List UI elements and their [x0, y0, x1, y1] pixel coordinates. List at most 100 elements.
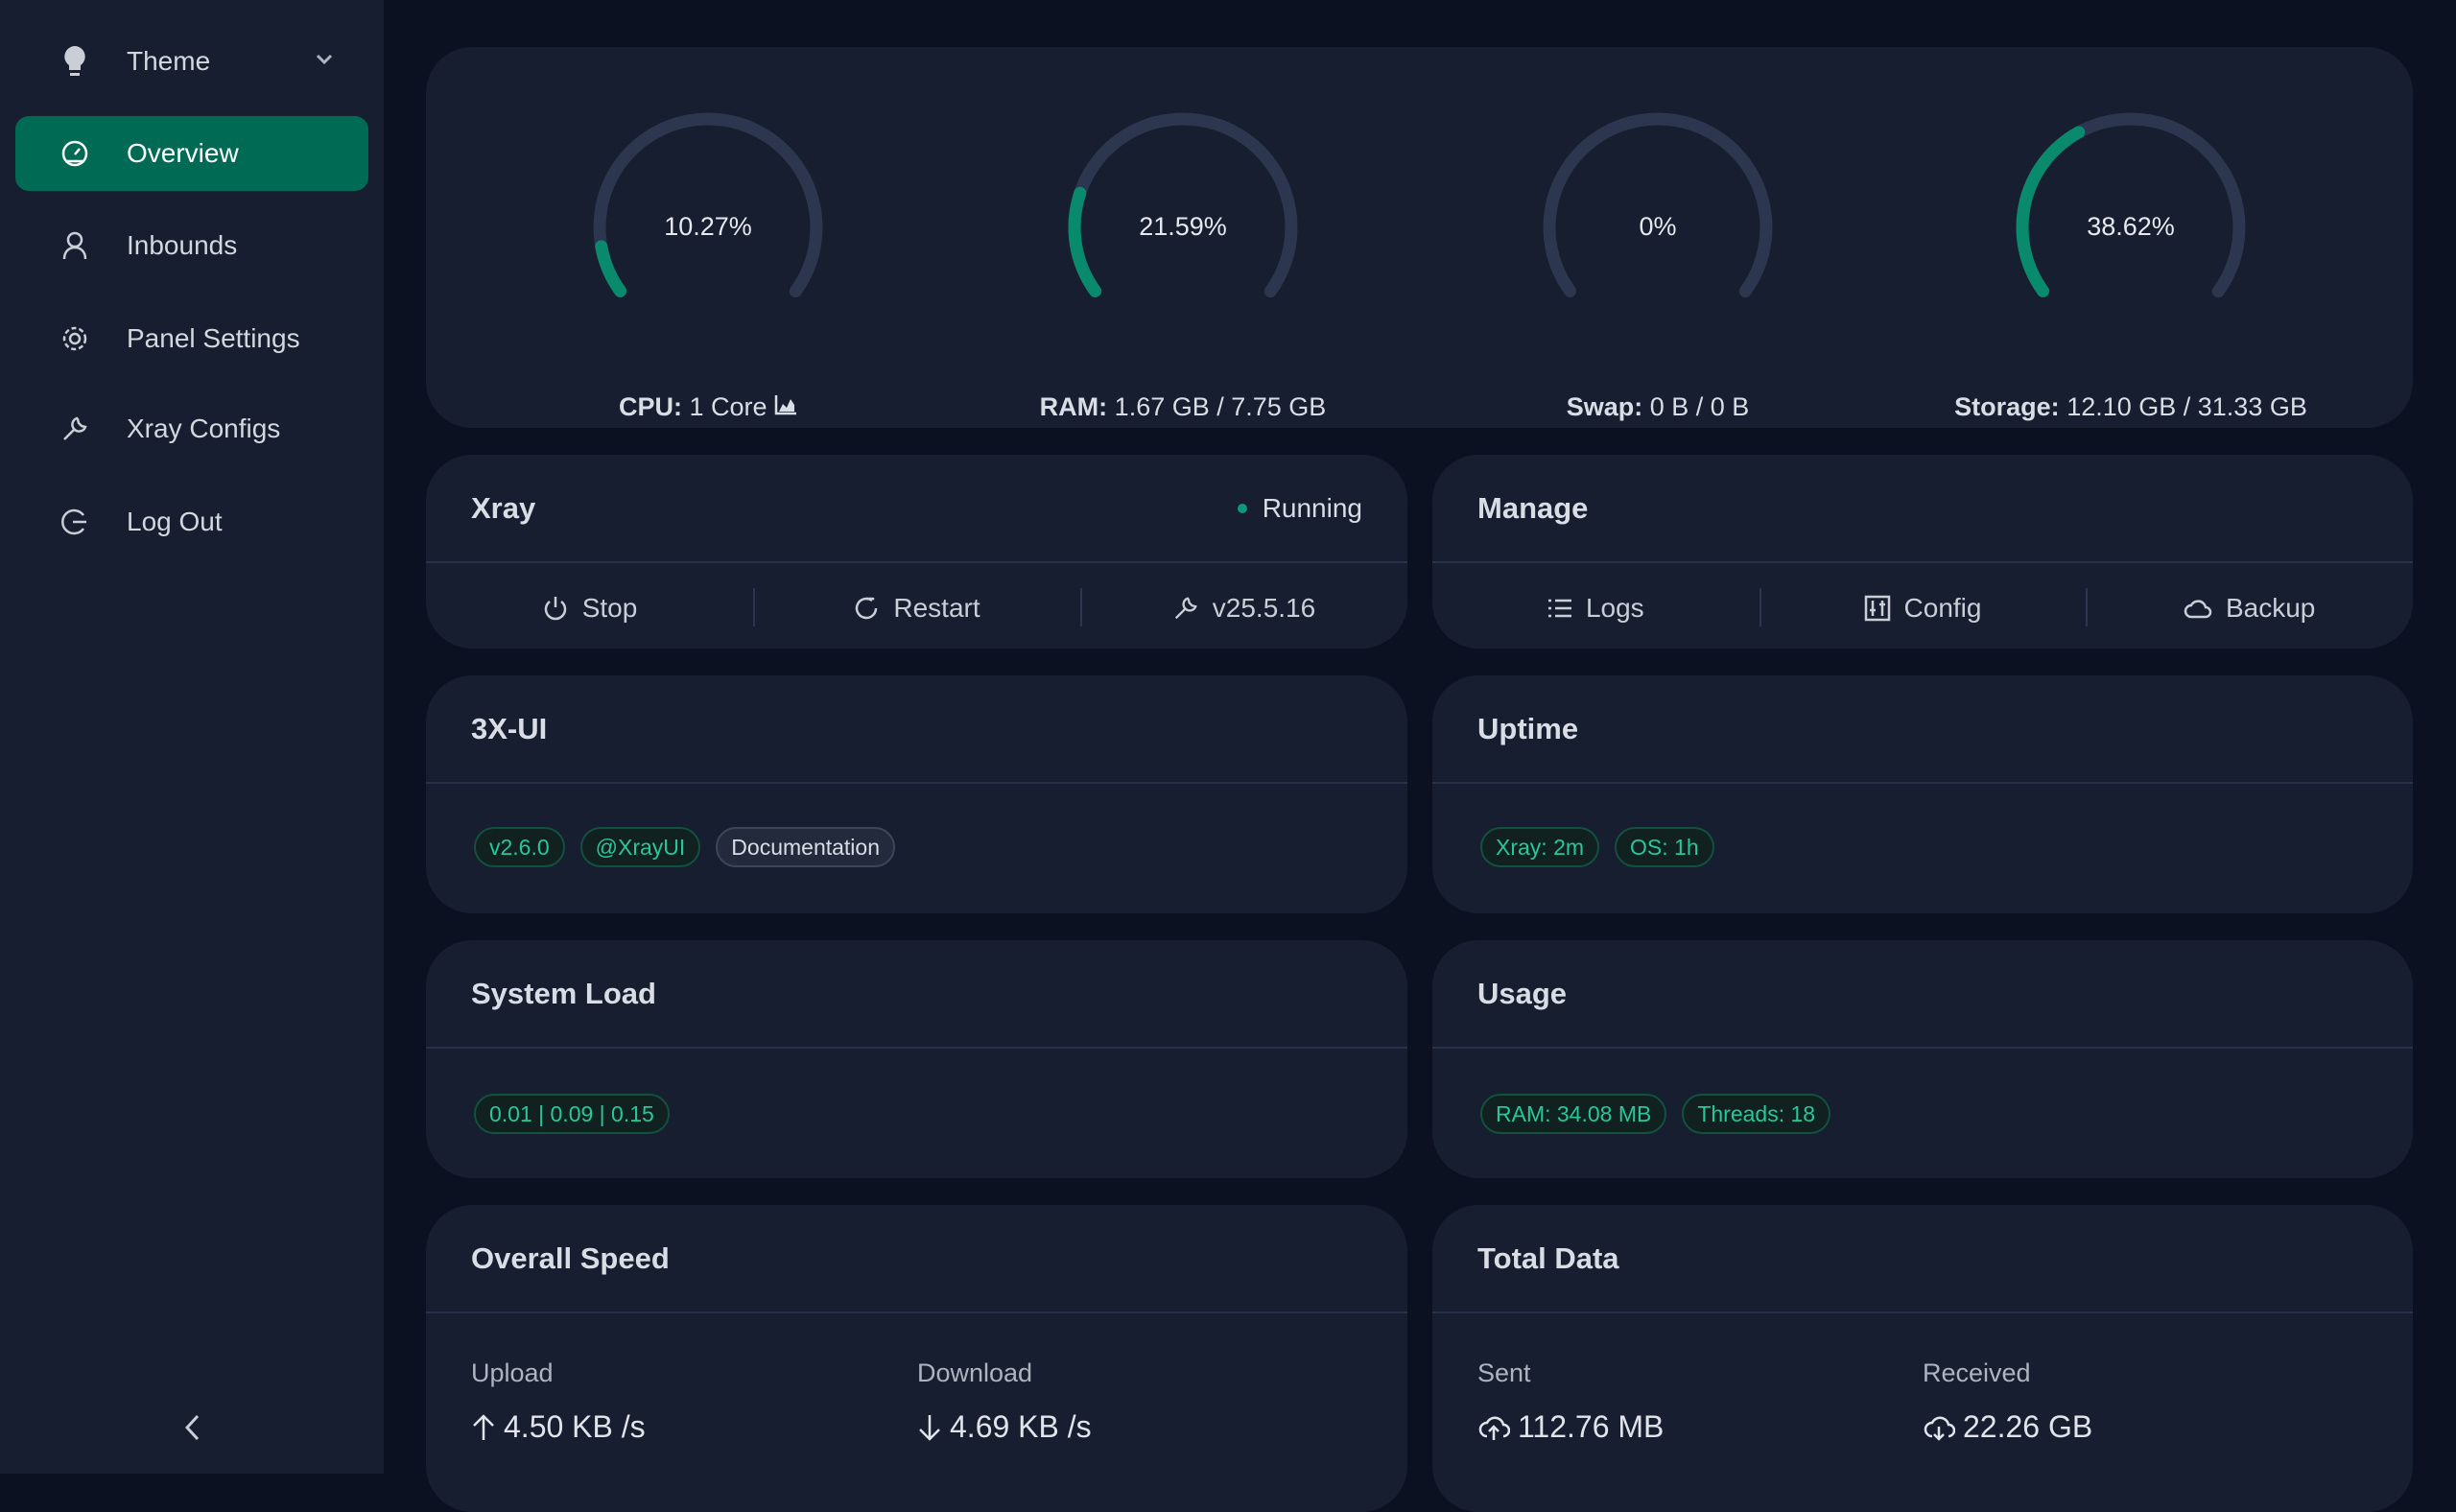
card-title: Overall Speed	[471, 1240, 670, 1275]
theme-menu[interactable]: Theme	[15, 24, 368, 99]
logs-label: Logs	[1585, 592, 1644, 623]
dashboard-icon	[58, 136, 92, 171]
gear-icon	[58, 321, 92, 356]
system-stats-card: 10.27% CPU: 1 Core 21.59% RAM: 1.67 GB / 7…	[426, 47, 2413, 428]
gauge-track	[1543, 112, 1773, 343]
sent-label: Sent	[1477, 1358, 1531, 1387]
card-title: Xray	[471, 490, 536, 525]
label-key: CPU:	[618, 392, 682, 421]
uptime-card: Uptime Xray: 2m OS: 1h	[1432, 675, 2413, 913]
card-title: Manage	[1477, 490, 1589, 525]
gauge-fill	[1068, 112, 1298, 343]
sidebar-item-label: Overview	[127, 138, 239, 168]
os-uptime-badge: OS: 1h	[1615, 827, 1714, 867]
label-value: 1 Core	[689, 392, 768, 421]
restart-label: Restart	[893, 592, 980, 623]
card-title: 3X-UI	[471, 711, 548, 745]
area-chart-icon[interactable]	[774, 394, 797, 415]
chevron-down-icon	[316, 54, 333, 65]
label-value: 0 B / 0 B	[1649, 392, 1750, 421]
backup-label: Backup	[2225, 592, 2316, 623]
sidebar-item-label: Xray Configs	[127, 413, 281, 443]
restart-button[interactable]: Restart	[753, 563, 1080, 649]
received-value: 22.26 GB	[1963, 1409, 2093, 1444]
config-label: Config	[1903, 592, 1982, 623]
documentation-link[interactable]: Documentation	[716, 827, 895, 867]
bulb-icon	[58, 44, 92, 79]
cloud-download-icon	[1924, 1416, 1955, 1441]
sent-stat: Sent 112.76 MB	[1477, 1358, 1664, 1445]
ram-label: RAM: 1.67 GB / 7.75 GB	[847, 392, 1519, 422]
tool-icon	[58, 412, 92, 446]
status-text: Running	[1262, 492, 1362, 523]
user-icon	[58, 228, 92, 263]
label-value: 12.10 GB / 31.33 GB	[2066, 392, 2307, 421]
arrow-up-icon	[473, 1413, 494, 1440]
gauge-value: 38.62%	[2087, 212, 2175, 241]
xray-card: Xray Running Stop Restart v25.5.16	[426, 455, 1407, 649]
download-value: 4.69 KB /s	[950, 1409, 1092, 1444]
reload-icon	[856, 597, 878, 619]
received-stat: Received 22.26 GB	[1923, 1358, 2092, 1445]
version-badge: v2.6.0	[474, 827, 565, 867]
cpu-gauge: 10.27%	[583, 103, 833, 352]
sidebar-item-inbounds[interactable]: Inbounds	[15, 208, 368, 283]
backup-button[interactable]: Backup	[2086, 563, 2413, 649]
theme-label: Theme	[127, 46, 211, 76]
channel-link[interactable]: @XrayUI	[579, 827, 701, 867]
label-value: 1.67 GB / 7.75 GB	[1114, 392, 1327, 421]
logs-button[interactable]: Logs	[1432, 563, 1759, 649]
download-label: Download	[917, 1358, 1033, 1387]
cloud-upload-icon	[1478, 1416, 1510, 1440]
upload-stat: Upload 4.50 KB /s	[471, 1358, 646, 1445]
manage-card: Manage Logs Config Backup	[1432, 455, 2413, 649]
download-stat: Download 4.69 KB /s	[917, 1358, 1092, 1445]
gauge-fill	[593, 112, 823, 343]
sidebar-item-label: Panel Settings	[127, 323, 300, 353]
list-icon	[1547, 599, 1571, 617]
sidebar-item-label: Log Out	[127, 507, 223, 536]
power-icon	[544, 596, 566, 620]
xray-uptime-badge: Xray: 2m	[1480, 827, 1600, 867]
status-dot-icon	[1237, 503, 1247, 513]
sliders-icon	[1864, 595, 1890, 621]
gauge-value: 21.59%	[1139, 212, 1227, 241]
label-key: Storage:	[1954, 392, 2060, 421]
xray-version-button[interactable]: v25.5.16	[1080, 563, 1407, 649]
swap-label: Swap: 0 B / 0 B	[1322, 392, 1994, 422]
ram-gauge: 21.59%	[1058, 103, 1308, 352]
card-title: Total Data	[1477, 1240, 1619, 1275]
sidebar-item-panel-settings[interactable]: Panel Settings	[15, 301, 368, 376]
stop-label: Stop	[581, 592, 638, 623]
arrow-down-icon	[919, 1414, 940, 1441]
sidebar-item-label: Inbounds	[127, 230, 238, 260]
gauge-fill	[2016, 112, 2246, 343]
swap-gauge: 0%	[1533, 103, 1783, 352]
ram-badge: RAM: 34.08 MB	[1480, 1094, 1667, 1134]
sidebar-item-xray-configs[interactable]: Xray Configs	[15, 391, 368, 466]
tool-icon	[1174, 596, 1197, 619]
cloud-icon	[2184, 599, 2212, 618]
card-title: System Load	[471, 976, 656, 1010]
overall-speed-card: Overall Speed Upload 4.50 KB /s Download…	[426, 1205, 1407, 1512]
gauge-value: 0%	[1639, 212, 1677, 241]
sidebar-item-overview[interactable]: Overview	[15, 116, 368, 191]
upload-label: Upload	[471, 1358, 554, 1387]
sent-value: 112.76 MB	[1518, 1409, 1665, 1444]
storage-label: Storage: 12.10 GB / 31.33 GB	[1795, 392, 2413, 422]
load-badge: 0.01 | 0.09 | 0.15	[474, 1094, 670, 1134]
config-button[interactable]: Config	[1759, 563, 2087, 649]
logout-icon	[58, 505, 92, 539]
label-key: Swap:	[1566, 392, 1643, 421]
sidebar-item-log-out[interactable]: Log Out	[15, 484, 368, 559]
card-title: Usage	[1477, 976, 1568, 1010]
collapse-sidebar-icon[interactable]	[178, 1410, 207, 1445]
usage-card: Usage RAM: 34.08 MB Threads: 18	[1432, 940, 2413, 1178]
upload-value: 4.50 KB /s	[504, 1409, 646, 1444]
version-label: v25.5.16	[1212, 592, 1316, 623]
cpu-label: CPU: 1 Core	[426, 392, 1044, 422]
total-data-card: Total Data Sent 112.76 MB Received 22.26…	[1432, 1205, 2413, 1512]
storage-gauge: 38.62%	[2006, 103, 2255, 352]
stop-button[interactable]: Stop	[426, 563, 753, 649]
received-label: Received	[1923, 1358, 2031, 1387]
